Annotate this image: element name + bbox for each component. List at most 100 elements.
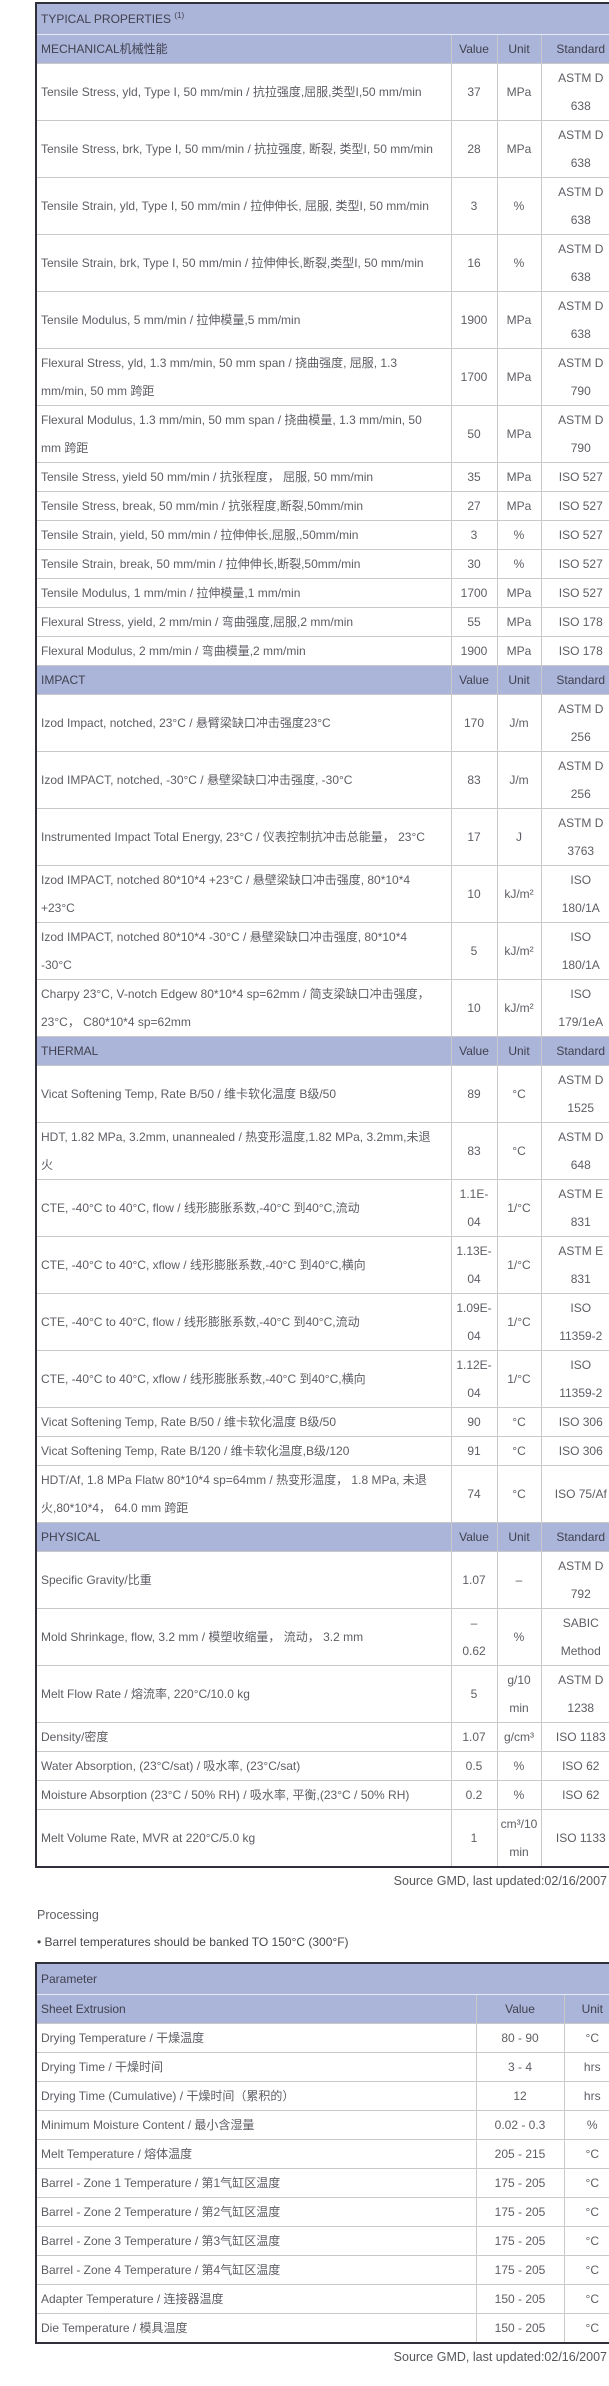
property-row: CTE, -40°C to 40°C, xflow / 线形膨胀系数,-40°C… bbox=[35, 1236, 609, 1294]
property-row: Izod IMPACT, notched 80*10*4 -30°C / 悬壁梁… bbox=[35, 922, 609, 980]
property-name-cell: Flexural Stress, yld, 1.3 mm/min, 50 mm … bbox=[35, 348, 452, 406]
property-standard-cell: ASTM D 638 bbox=[540, 177, 609, 235]
property-name-cell: Tensile Stress, yield 50 mm/min / 抗张程度， … bbox=[35, 462, 452, 492]
column-header-cell: Unit bbox=[496, 34, 542, 64]
property-standard-cell: ISO 178 bbox=[540, 636, 609, 666]
property-value-cell: 30 bbox=[450, 549, 498, 579]
subheader-label-cell: Sheet Extrusion bbox=[35, 1994, 477, 2024]
property-standard-cell: ISO 178 bbox=[540, 607, 609, 637]
property-unit-cell: MPa bbox=[496, 636, 542, 666]
property-row: Flexural Stress, yld, 1.3 mm/min, 50 mm … bbox=[35, 348, 609, 406]
property-standard-cell: ISO 527 bbox=[540, 520, 609, 550]
property-standard-cell: ASTM E 831 bbox=[540, 1179, 609, 1237]
property-unit-cell: J/m bbox=[496, 751, 542, 809]
parameter-value-cell: 175 - 205 bbox=[475, 2197, 565, 2227]
property-unit-cell: % bbox=[496, 1751, 542, 1781]
property-name-cell: Melt Volume Rate, MVR at 220°C/5.0 kg bbox=[35, 1809, 452, 1868]
parameter-unit-cell: °C bbox=[563, 2313, 609, 2344]
parameter-value-cell: 205 - 215 bbox=[475, 2139, 565, 2169]
processing-heading: Processing bbox=[37, 1908, 99, 1922]
parameter-unit-cell: °C bbox=[563, 2139, 609, 2169]
parameter-row: Drying Time (Cumulative) / 干燥时间（累积的） 12 hr… bbox=[35, 2081, 609, 2111]
property-value-cell: 35 bbox=[450, 462, 498, 492]
property-value-cell: 37 bbox=[450, 63, 498, 121]
property-name-cell: CTE, -40°C to 40°C, flow / 线形膨胀系数,-40°C … bbox=[35, 1179, 452, 1237]
property-value-cell: 170 bbox=[450, 694, 498, 752]
property-standard-cell: ISO 527 bbox=[540, 491, 609, 521]
property-unit-cell: 1/°C bbox=[496, 1236, 542, 1294]
property-value-cell: 5 bbox=[450, 922, 498, 980]
property-standard-cell: ISO 62 bbox=[540, 1751, 609, 1781]
parameter-row: Barrel - Zone 2 Temperature / 第2气缸区温度 175… bbox=[35, 2197, 609, 2227]
parameter-unit-cell: % bbox=[563, 2110, 609, 2140]
table-title: TYPICAL PROPERTIES bbox=[41, 12, 175, 26]
parameter-name-cell: Adapter Temperature / 连接器温度 bbox=[35, 2284, 477, 2314]
parameter-unit-cell: hrs bbox=[563, 2052, 609, 2082]
property-name-cell: Tensile Strain, break, 50 mm/min / 拉伸伸长,… bbox=[35, 549, 452, 579]
property-unit-cell: kJ/m² bbox=[496, 922, 542, 980]
property-row: Charpy 23°C, V-notch Edgew 80*10*4 sp=62… bbox=[35, 979, 609, 1037]
section-label-cell: MECHANICAL机械性能 bbox=[35, 34, 452, 64]
property-row: Flexural Modulus, 1.3 mm/min, 50 mm span… bbox=[35, 405, 609, 463]
property-value-cell: 1.07 bbox=[450, 1551, 498, 1609]
property-standard-cell: ASTM D 792 bbox=[540, 1551, 609, 1609]
property-name-cell: Density/密度 bbox=[35, 1722, 452, 1752]
property-value-cell: 1.09E- 04 bbox=[450, 1293, 498, 1351]
property-unit-cell: MPa bbox=[496, 491, 542, 521]
column-header-cell: Standard bbox=[540, 1036, 609, 1066]
property-name-cell: CTE, -40°C to 40°C, flow / 线形膨胀系数,-40°C … bbox=[35, 1293, 452, 1351]
property-standard-cell: ISO 1183 bbox=[540, 1722, 609, 1752]
property-standard-cell: ASTM D 638 bbox=[540, 291, 609, 349]
property-name-cell: HDT, 1.82 MPa, 3.2mm, unannealed / 热变形温度… bbox=[35, 1122, 452, 1180]
property-row: Izod Impact, notched, 23°C / 悬臂梁缺口冲击强度23… bbox=[35, 694, 609, 752]
source-note-parameters: Source GMD, last updated:02/16/2007 bbox=[393, 2350, 607, 2364]
property-row: Izod IMPACT, notched, -30°C / 悬壁梁缺口冲击强度,… bbox=[35, 751, 609, 809]
processing-parameters-table: Parameter Sheet Extrusion Value Unit Drying … bbox=[35, 1962, 609, 2344]
property-standard-cell: SABIC Method bbox=[540, 1608, 609, 1666]
property-standard-cell: ASTM D 256 bbox=[540, 751, 609, 809]
property-standard-cell: ASTM D 648 bbox=[540, 1122, 609, 1180]
parameter-name-cell: Drying Temperature / 干燥温度 bbox=[35, 2023, 477, 2053]
column-header-cell: Value bbox=[475, 1994, 565, 2024]
property-standard-cell: ISO 527 bbox=[540, 549, 609, 579]
property-standard-cell: ISO 62 bbox=[540, 1780, 609, 1810]
typical-properties-table: TYPICAL PROPERTIES (1) MECHANICAL机械性能 Valu… bbox=[35, 2, 609, 1868]
parameter-name-cell: Minimum Moisture Content / 最小含湿量 bbox=[35, 2110, 477, 2140]
property-name-cell: Izod IMPACT, notched, -30°C / 悬壁梁缺口冲击强度,… bbox=[35, 751, 452, 809]
property-row: Moisture Absorption (23°C / 50% RH) / 吸水… bbox=[35, 1780, 609, 1810]
table-title-cell: TYPICAL PROPERTIES (1) bbox=[35, 2, 609, 35]
property-name-cell: Flexural Modulus, 1.3 mm/min, 50 mm span… bbox=[35, 405, 452, 463]
property-unit-cell: % bbox=[496, 1608, 542, 1666]
parameter-value-cell: 175 - 205 bbox=[475, 2168, 565, 2198]
property-unit-cell: % bbox=[496, 1780, 542, 1810]
parameter-name-cell: Drying Time / 干燥时间 bbox=[35, 2052, 477, 2082]
parameter-row: Die Temperature / 模具温度 150 - 205 °C bbox=[35, 2313, 609, 2344]
parameter-name-cell: Barrel - Zone 2 Temperature / 第2气缸区温度 bbox=[35, 2197, 477, 2227]
section-header-row: PHYSICAL Value Unit Standard bbox=[35, 1522, 609, 1552]
parameter-unit-cell: °C bbox=[563, 2197, 609, 2227]
property-value-cell: 83 bbox=[450, 1122, 498, 1180]
property-name-cell: Mold Shrinkage, flow, 3.2 mm / 模塑收缩量， 流动… bbox=[35, 1608, 452, 1666]
property-value-cell: – 0.62 bbox=[450, 1608, 498, 1666]
parameter-row: Melt Temperature / 熔体温度 205 - 215 °C bbox=[35, 2139, 609, 2169]
property-value-cell: 1900 bbox=[450, 291, 498, 349]
parameter-unit-cell: °C bbox=[563, 2168, 609, 2198]
property-row: Mold Shrinkage, flow, 3.2 mm / 模塑收缩量， 流动… bbox=[35, 1608, 609, 1666]
property-standard-cell: ISO 180/1A bbox=[540, 922, 609, 980]
property-row: Tensile Modulus, 5 mm/min / 拉伸模量,5 mm/mi… bbox=[35, 291, 609, 349]
section-header-row: IMPACT Value Unit Standard bbox=[35, 665, 609, 695]
property-standard-cell: ISO 527 bbox=[540, 462, 609, 492]
property-standard-cell: ISO 527 bbox=[540, 578, 609, 608]
parameter-title-cell: Parameter bbox=[35, 1962, 609, 1995]
column-header-cell: Value bbox=[450, 34, 498, 64]
property-row: Tensile Stress, brk, Type I, 50 mm/min /… bbox=[35, 120, 609, 178]
property-unit-cell: cm³/10 min bbox=[496, 1809, 542, 1868]
bullet-text: Barrel temperatures should be banked TO … bbox=[41, 1935, 349, 1949]
property-standard-cell: ASTM D 256 bbox=[540, 694, 609, 752]
property-row: Tensile Modulus, 1 mm/min / 拉伸模量,1 mm/mi… bbox=[35, 578, 609, 608]
property-row: Melt Volume Rate, MVR at 220°C/5.0 kg 1 cm… bbox=[35, 1809, 609, 1868]
parameter-value-cell: 3 - 4 bbox=[475, 2052, 565, 2082]
property-standard-cell: ISO 1133 bbox=[540, 1809, 609, 1868]
parameter-unit-cell: °C bbox=[563, 2023, 609, 2053]
property-name-cell: Tensile Strain, brk, Type I, 50 mm/min /… bbox=[35, 234, 452, 292]
